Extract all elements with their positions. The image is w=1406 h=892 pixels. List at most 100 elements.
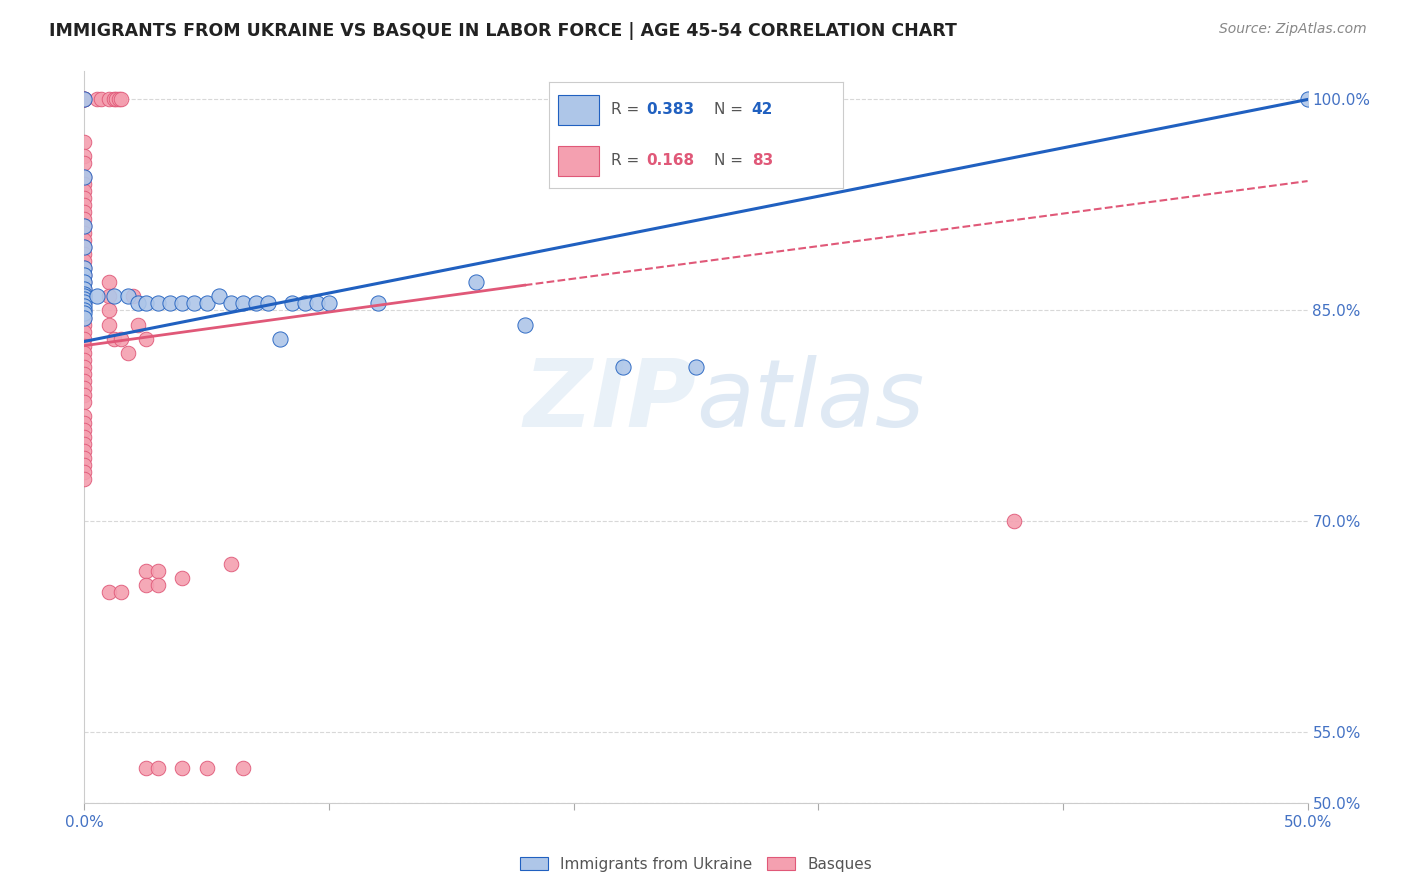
Point: [73, 198, 96, 212]
Point: [122, 289, 145, 303]
Point: [135, 332, 157, 346]
Point: [73, 169, 96, 184]
Point: [73, 93, 96, 107]
Text: Source: ZipAtlas.com: Source: ZipAtlas.com: [1219, 22, 1367, 37]
Point: [73, 430, 96, 444]
Point: [73, 310, 96, 325]
Point: [73, 325, 96, 339]
Point: [73, 149, 96, 163]
Point: [97, 289, 120, 303]
Point: [73, 93, 96, 107]
Point: [73, 289, 96, 303]
Point: [73, 247, 96, 261]
Text: atlas: atlas: [696, 355, 924, 446]
Point: [73, 310, 96, 325]
Point: [73, 268, 96, 283]
Point: [73, 268, 96, 283]
Point: [1296, 93, 1319, 107]
Point: [73, 437, 96, 451]
Point: [117, 289, 139, 303]
Point: [219, 296, 242, 310]
Legend: Immigrants from Ukraine, Basques: Immigrants from Ukraine, Basques: [515, 851, 877, 878]
Point: [73, 93, 96, 107]
Point: [73, 416, 96, 430]
Point: [73, 292, 96, 306]
Point: [97, 93, 120, 107]
Point: [73, 156, 96, 170]
Point: [73, 93, 96, 107]
Point: [97, 303, 120, 318]
Point: [73, 254, 96, 268]
Point: [257, 296, 280, 310]
Point: [232, 296, 254, 310]
Point: [1002, 515, 1025, 529]
Point: [146, 761, 169, 775]
Point: [135, 578, 157, 592]
Point: [146, 564, 169, 578]
Point: [73, 240, 96, 254]
Point: [135, 761, 157, 775]
Point: [103, 289, 125, 303]
Point: [464, 276, 486, 290]
Point: [73, 261, 96, 276]
Point: [73, 395, 96, 409]
Point: [73, 388, 96, 402]
Point: [73, 409, 96, 423]
Point: [269, 332, 291, 346]
Point: [513, 318, 536, 332]
Point: [172, 296, 194, 310]
Text: IMMIGRANTS FROM UKRAINE VS BASQUE IN LABOR FORCE | AGE 45-54 CORRELATION CHART: IMMIGRANTS FROM UKRAINE VS BASQUE IN LAB…: [49, 22, 957, 40]
Point: [73, 318, 96, 332]
Point: [245, 296, 267, 310]
Point: [110, 332, 132, 346]
Point: [127, 296, 149, 310]
Point: [73, 345, 96, 359]
Point: [73, 93, 96, 107]
Point: [73, 332, 96, 346]
Point: [73, 303, 96, 318]
Point: [73, 282, 96, 296]
Point: [73, 359, 96, 374]
Point: [97, 584, 120, 599]
Point: [97, 318, 120, 332]
Point: [107, 93, 129, 107]
Point: [73, 233, 96, 247]
Text: ZIP: ZIP: [523, 354, 696, 447]
Point: [73, 381, 96, 395]
Point: [73, 296, 96, 310]
Point: [73, 93, 96, 107]
Point: [103, 332, 125, 346]
Point: [367, 296, 389, 310]
Point: [86, 93, 108, 107]
Point: [135, 296, 157, 310]
Point: [172, 571, 194, 585]
Point: [97, 276, 120, 290]
Point: [110, 584, 132, 599]
Point: [73, 135, 96, 149]
Point: [73, 240, 96, 254]
Point: [73, 282, 96, 296]
Point: [117, 345, 139, 359]
Point: [73, 286, 96, 301]
Point: [73, 295, 96, 310]
Point: [146, 296, 169, 310]
Point: [73, 299, 96, 313]
Point: [195, 296, 218, 310]
Point: [73, 169, 96, 184]
Point: [612, 359, 634, 374]
Point: [73, 367, 96, 381]
Point: [73, 177, 96, 191]
Point: [73, 306, 96, 320]
Point: [73, 465, 96, 479]
Point: [73, 352, 96, 367]
Point: [73, 212, 96, 227]
Point: [685, 359, 707, 374]
Point: [73, 458, 96, 473]
Point: [195, 761, 218, 775]
Point: [135, 564, 157, 578]
Point: [232, 761, 254, 775]
Point: [73, 444, 96, 458]
Point: [73, 226, 96, 240]
Point: [73, 93, 96, 107]
Point: [110, 93, 132, 107]
